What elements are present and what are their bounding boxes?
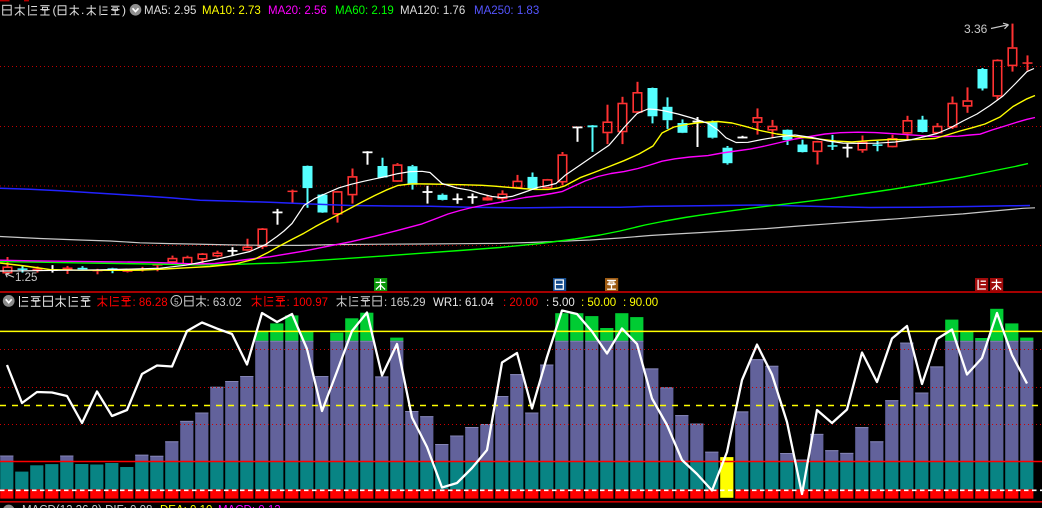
svg-text:5: 5	[174, 297, 179, 306]
svg-text:: 165.29: : 165.29	[384, 297, 426, 309]
svg-text:: 50.00: : 50.00	[581, 297, 616, 309]
svg-text:MA5: 2.95: MA5: 2.95	[144, 5, 196, 17]
svg-text:MACD: 0.12: MACD: 0.12	[218, 505, 281, 508]
svg-text:: 20.00: : 20.00	[503, 297, 538, 309]
svg-text:1.25: 1.25	[15, 272, 37, 284]
svg-text:: 5.00: : 5.00	[546, 297, 575, 309]
svg-text:MA120: 1.76: MA120: 1.76	[400, 5, 465, 17]
svg-text:3.36: 3.36	[964, 22, 988, 36]
svg-text:: 100.97: : 100.97	[287, 297, 329, 309]
svg-text:): )	[122, 3, 126, 17]
svg-text:: 90.00: : 90.00	[623, 297, 658, 309]
svg-text:DEA: 0.10: DEA: 0.10	[160, 505, 212, 508]
svg-text:MA60: 2.19: MA60: 2.19	[335, 5, 394, 17]
svg-text:: 86.28: : 86.28	[133, 297, 168, 309]
svg-text:MA10: 2.73: MA10: 2.73	[202, 5, 261, 17]
svg-text:.: .	[81, 3, 84, 17]
svg-text:: 63.02: : 63.02	[207, 297, 242, 309]
svg-text:WR1: 61.04: WR1: 61.04	[433, 297, 494, 309]
svg-text:MA250: 1.83: MA250: 1.83	[474, 5, 539, 17]
svg-text:MACD(12,26,9) DIF: 0.08: MACD(12,26,9) DIF: 0.08	[22, 505, 152, 508]
svg-text:(: (	[53, 3, 57, 17]
svg-text:MA20: 2.56: MA20: 2.56	[268, 5, 327, 17]
